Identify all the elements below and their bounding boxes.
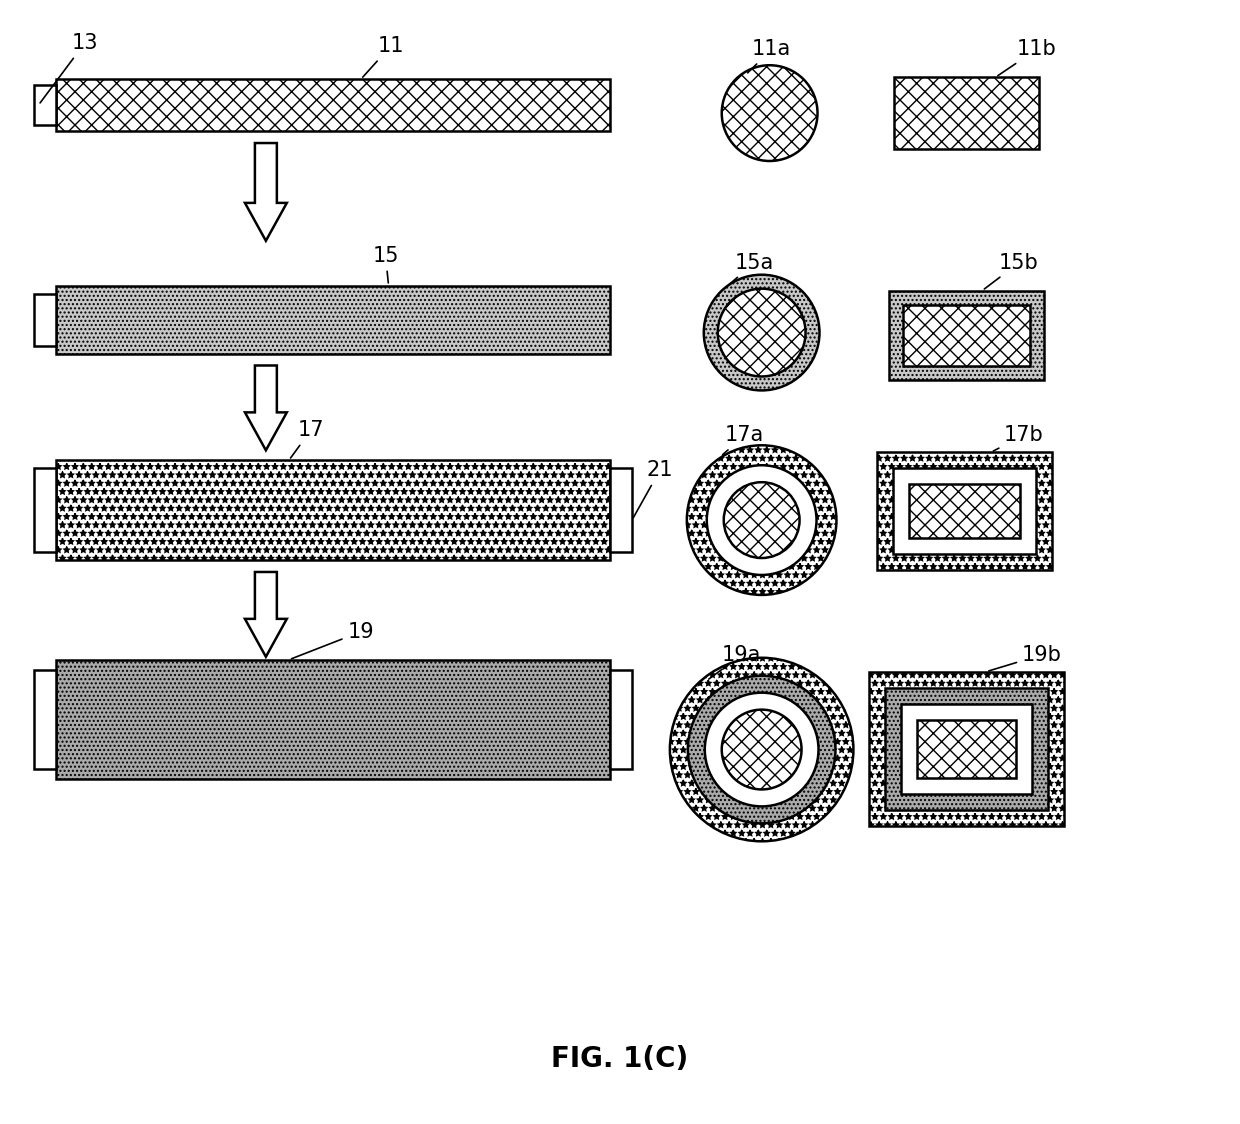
Polygon shape [246, 143, 286, 241]
Bar [56, 660, 610, 779]
Bar [901, 704, 1032, 795]
Bar [35, 85, 56, 125]
Text: 11b: 11b [998, 39, 1056, 75]
Circle shape [704, 274, 820, 390]
Text: 15a: 15a [729, 253, 774, 284]
Bar [894, 78, 1039, 149]
Bar [885, 688, 1048, 810]
Bar [909, 484, 1021, 538]
Text: 19: 19 [291, 622, 374, 659]
Text: 19b: 19b [988, 645, 1061, 671]
Text: 11: 11 [363, 36, 404, 78]
Bar [56, 460, 610, 560]
Text: 13: 13 [40, 34, 98, 103]
Polygon shape [246, 572, 286, 656]
Circle shape [704, 692, 818, 806]
Bar [35, 293, 56, 345]
Bar [56, 285, 610, 354]
Bar [918, 719, 1016, 779]
Bar [610, 469, 632, 552]
Text: 15b: 15b [985, 253, 1039, 289]
Bar [878, 452, 1052, 570]
Circle shape [687, 445, 837, 595]
Circle shape [722, 709, 801, 789]
Bar [35, 670, 56, 770]
Text: 17: 17 [290, 420, 324, 457]
Bar [56, 79, 610, 132]
Text: 11a: 11a [748, 39, 791, 73]
Bar [610, 670, 632, 770]
Circle shape [670, 658, 853, 841]
Circle shape [724, 482, 800, 558]
Text: 21: 21 [634, 460, 673, 518]
Text: 17a: 17a [723, 425, 764, 455]
Text: 17b: 17b [993, 425, 1044, 451]
Text: FIG. 1(C): FIG. 1(C) [552, 1045, 688, 1072]
Bar [889, 291, 1044, 380]
Circle shape [688, 676, 836, 824]
Bar [903, 305, 1030, 366]
Polygon shape [246, 365, 286, 451]
Circle shape [718, 289, 806, 377]
Bar [893, 469, 1035, 554]
Circle shape [707, 465, 816, 575]
Text: 15: 15 [372, 246, 399, 283]
Text: 19a: 19a [709, 645, 761, 679]
Circle shape [722, 65, 817, 161]
Bar [35, 469, 56, 552]
Bar [869, 672, 1064, 826]
